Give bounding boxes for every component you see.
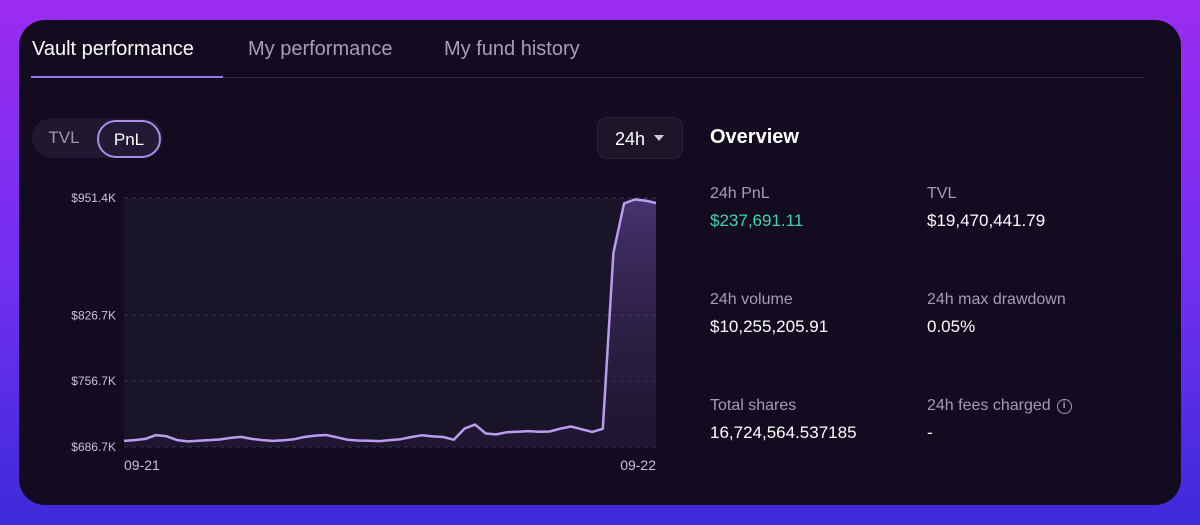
- stat-label: 24h volume: [710, 291, 793, 308]
- tab-vault-performance[interactable]: Vault performance: [32, 38, 194, 60]
- metric-toggle: TVL PnL: [32, 118, 163, 158]
- time-range-label: 24h: [615, 129, 646, 149]
- stat-label: 24h max drawdown: [927, 291, 1066, 308]
- stat-value: -: [927, 423, 933, 442]
- stat-label: 24h PnL: [710, 185, 770, 202]
- chart-svg: $951.4K $826.7K $756.7K $686.7K 09-21 09-22: [71, 191, 657, 473]
- stat-value: 0.05%: [927, 317, 976, 336]
- x-tick-label: 09-21: [124, 457, 160, 473]
- stat-label: Total shares: [710, 397, 797, 414]
- y-tick-label: $756.7K: [71, 374, 116, 388]
- tab-my-performance[interactable]: My performance: [248, 38, 393, 60]
- tab-my-fund-history[interactable]: My fund history: [444, 38, 580, 60]
- time-range-dropdown[interactable]: 24h: [597, 117, 683, 159]
- y-tick-label: $826.7K: [71, 308, 116, 322]
- series-line: [123, 198, 657, 443]
- caret-down-icon: [654, 135, 664, 141]
- y-tick-label: $951.4K: [71, 191, 116, 205]
- stat-value: $19,470,441.79: [927, 211, 1046, 230]
- info-icon[interactable]: i: [1056, 398, 1072, 414]
- active-tab-indicator: [31, 76, 223, 78]
- stat-total-shares: Total shares 16,724,564.537185: [710, 397, 910, 443]
- toggle-pnl[interactable]: PnL: [97, 120, 161, 158]
- plot-background: [124, 198, 656, 447]
- overview-title: Overview: [710, 126, 799, 148]
- stat-label: 24h fees charged i: [927, 397, 1127, 415]
- y-tick-label: $686.7K: [71, 440, 116, 454]
- stat-value: $237,691.11: [710, 211, 804, 230]
- stat-label: TVL: [927, 185, 957, 202]
- x-tick-label: 09-22: [620, 457, 656, 473]
- toggle-tvl[interactable]: TVL: [48, 128, 80, 147]
- stat-tvl: TVL $19,470,441.79: [927, 185, 1127, 231]
- vault-card: Vault performance My performance My fund…: [19, 20, 1181, 505]
- stat-24h-fees-charged: 24h fees charged i -: [927, 397, 1127, 443]
- tab-divider: [31, 77, 1144, 78]
- stat-value: $10,255,205.91: [710, 317, 829, 336]
- stat-24h-volume: 24h volume $10,255,205.91: [710, 291, 910, 337]
- pnl-chart: $951.4K $826.7K $756.7K $686.7K 09-21 09-22: [19, 180, 679, 480]
- stat-24h-max-drawdown: 24h max drawdown 0.05%: [927, 291, 1127, 337]
- stat-24h-pnl: 24h PnL $237,691.11: [710, 185, 910, 231]
- stat-value: 16,724,564.537185: [710, 423, 857, 442]
- stat-label-text: 24h fees charged: [927, 397, 1051, 414]
- tab-bar: Vault performance My performance My fund…: [19, 20, 1144, 78]
